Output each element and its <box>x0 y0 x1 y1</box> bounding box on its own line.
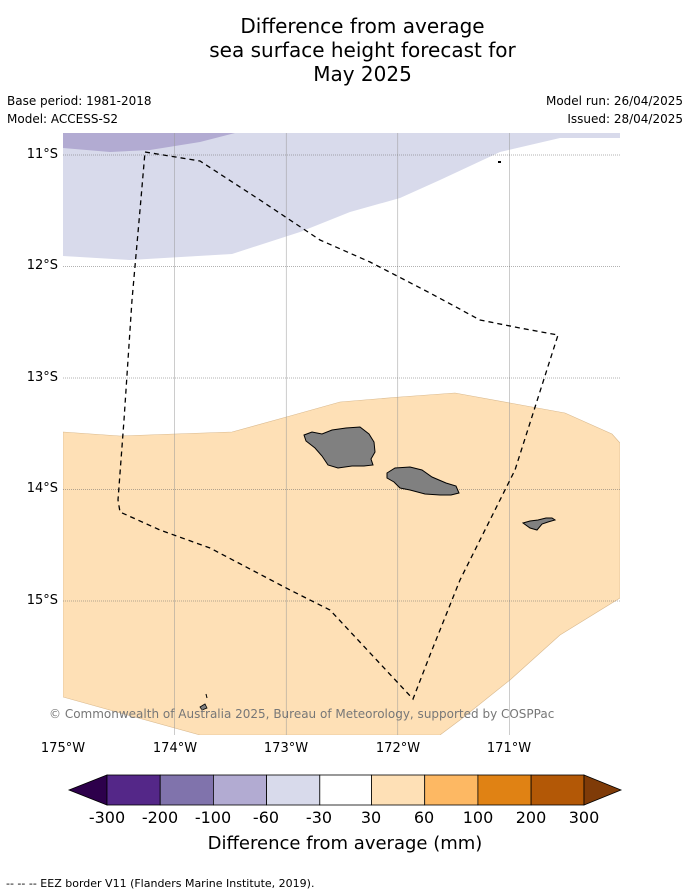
lon-label-175w: 175°W <box>40 741 86 756</box>
colorbar-segment-extend-max <box>583 774 623 806</box>
colorbar-tick: 300 <box>568 808 600 827</box>
anomaly-region-minus30 <box>63 133 620 260</box>
colorbar-tick: 60 <box>413 808 435 827</box>
colorbar <box>67 774 623 806</box>
island-savaii <box>303 426 376 469</box>
island-tutuila <box>521 517 557 531</box>
copyright-notice: © Commonwealth of Australia 2025, Bureau… <box>49 707 555 721</box>
lat-label-14s: 14°S <box>26 481 58 496</box>
map-area <box>63 133 620 735</box>
island-upolu <box>386 466 460 496</box>
colorbar-segment-8 <box>477 774 532 806</box>
lon-label-173w: 173°W <box>263 741 309 756</box>
colorbar-segment-extend-min <box>67 774 108 806</box>
colorbar-segment-4 <box>266 774 321 806</box>
lat-label-15s: 15°S <box>26 593 58 608</box>
islet-north <box>498 161 501 163</box>
colorbar-tick: -300 <box>88 808 126 827</box>
anomaly-region-plus30 <box>63 392 620 735</box>
eez-legend-note: -- -- -- EEZ border V11 (Flanders Marine… <box>6 877 315 890</box>
gridlines <box>63 133 620 735</box>
colorbar-tick: -100 <box>194 808 232 827</box>
colorbar-segment-9 <box>530 774 585 806</box>
colorbar-tick: 30 <box>360 808 382 827</box>
map-title: Difference from average sea surface heig… <box>0 14 690 86</box>
colorbar-tick: -60 <box>252 808 280 827</box>
colorbar-segment-6 <box>371 774 426 806</box>
lon-label-171w: 171°W <box>486 741 532 756</box>
colorbar-segment-2 <box>159 774 214 806</box>
colorbar-label: Difference from average (mm) <box>207 833 483 854</box>
base-period: Base period: 1981-2018 <box>7 94 152 108</box>
lon-label-174w: 174°W <box>152 741 198 756</box>
colorbar-tick: -200 <box>141 808 179 827</box>
eez-border <box>117 151 559 701</box>
lat-label-13s: 13°S <box>26 370 58 385</box>
islet-south <box>199 703 208 711</box>
title-line-3: May 2025 <box>313 62 412 86</box>
islet-south-marker <box>205 693 208 699</box>
colorbar-segment-5 <box>319 774 372 806</box>
issued-date: Issued: 28/04/2025 <box>567 112 683 126</box>
colorbar-tick: -30 <box>305 808 333 827</box>
model-run: Model run: 26/04/2025 <box>545 94 683 108</box>
colorbar-segment-1 <box>106 774 161 806</box>
colorbar-segment-3 <box>212 774 267 806</box>
anomaly-region-minus60 <box>63 133 235 152</box>
lon-label-172w: 172°W <box>375 741 421 756</box>
title-line-2: sea surface height forecast for <box>209 38 516 62</box>
colorbar-tick: 200 <box>515 808 547 827</box>
colorbar-tick: 100 <box>462 808 494 827</box>
model-name: Model: ACCESS-S2 <box>7 112 119 126</box>
lat-label-12s: 12°S <box>26 258 58 273</box>
lat-label-11s: 11°S <box>26 147 58 162</box>
colorbar-segment-7 <box>424 774 479 806</box>
title-line-1: Difference from average <box>240 14 485 38</box>
